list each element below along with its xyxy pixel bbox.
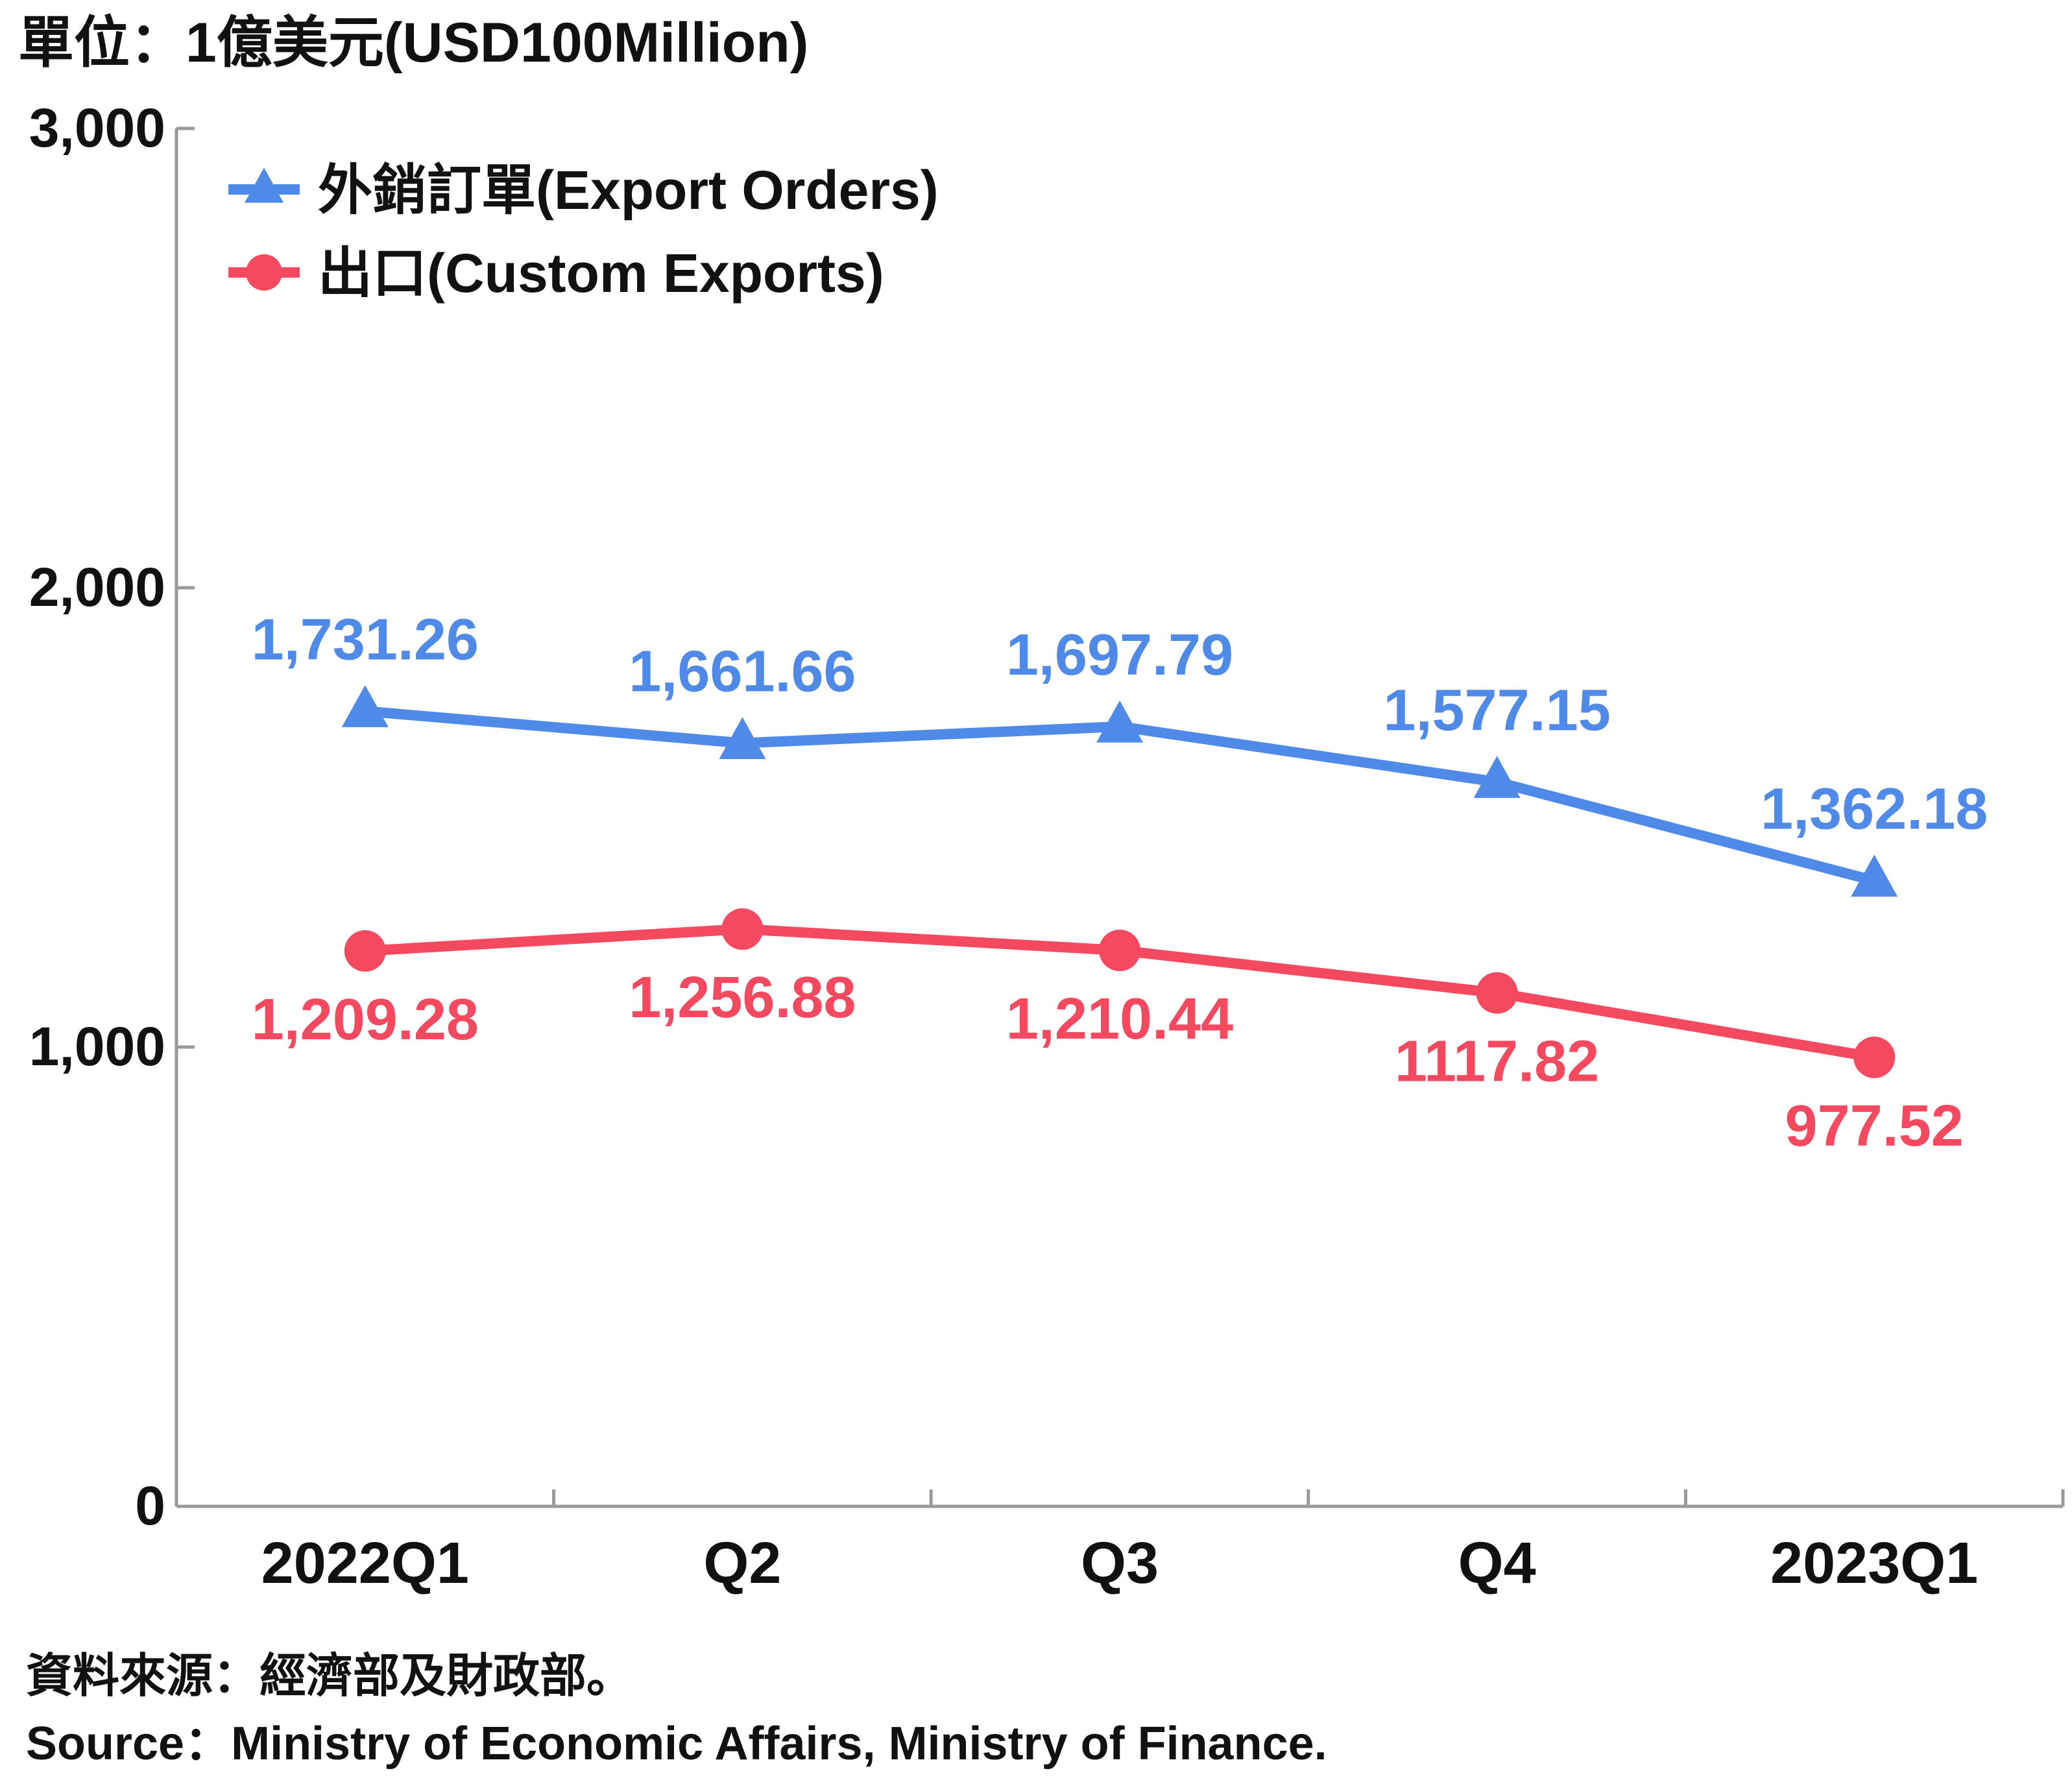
x-tick-label: Q4 (1458, 1531, 1536, 1596)
data-point-triangle (719, 717, 766, 760)
data-label: 1,731.26 (252, 607, 479, 672)
source-en: Source：Ministry of Economic Affairs, Min… (26, 1718, 1327, 1770)
data-point-circle (1476, 972, 1518, 1014)
data-point-triangle (1851, 854, 1898, 897)
data-label: 1,362.18 (1761, 777, 1988, 842)
y-tick-label: 3,000 (29, 97, 165, 158)
x-tick-label: Q3 (1081, 1531, 1159, 1596)
data-label: 1,209.28 (252, 987, 479, 1052)
data-point-circle (721, 908, 764, 950)
data-point-circle (1853, 1036, 1896, 1078)
data-label: 1117.82 (1395, 1030, 1599, 1094)
x-tick-label: 2022Q1 (261, 1531, 469, 1596)
data-label: 1,577.15 (1383, 678, 1610, 743)
legend-triangle-icon (245, 167, 283, 203)
legend: 外銷訂單(Export Orders) 出口(Custom Exports) (228, 160, 939, 304)
series-1: 1,731.26 1,661.66 1,697.79 1,577.15 1,362.18 (252, 607, 1988, 897)
data-point-circle (1099, 930, 1140, 972)
data-label: 1,697.79 (1006, 623, 1233, 688)
data-point-triangle (1473, 756, 1521, 799)
x-tick-label: 2023Q1 (1770, 1531, 1978, 1596)
legend-label: 出口(Custom Exports) (318, 243, 884, 304)
x-tick-label: Q2 (703, 1531, 781, 1596)
y-tick-label: 2,000 (29, 557, 165, 618)
data-point-circle (344, 930, 386, 972)
legend-circle-icon (246, 254, 282, 291)
x-axis-ticks: 2022Q1 Q2 Q3 Q4 2023Q1 (261, 1489, 2065, 1596)
y-tick-label: 1,000 (29, 1016, 165, 1077)
data-point-triangle (1096, 700, 1143, 743)
series-layer: 1,731.26 1,661.66 1,697.79 1,577.15 1,362.18… (252, 607, 1988, 1159)
legend-label: 外銷訂單(Export Orders) (318, 160, 939, 221)
legend-item-2: 出口(Custom Exports) (228, 243, 884, 304)
y-axis-ticks: 0 1,000 2,000 3,000 (29, 97, 195, 1536)
data-point-triangle (341, 685, 389, 727)
data-label: 1,256.88 (629, 965, 856, 1030)
data-label: 977.52 (1785, 1094, 1964, 1159)
legend-item-1: 外銷訂單(Export Orders) (228, 160, 939, 221)
unit-label: 單位：1億美元(USD100Million) (18, 12, 808, 74)
source-zh: 資料來源：經濟部及財政部。 (26, 1650, 633, 1702)
data-label: 1,661.66 (629, 640, 856, 705)
data-label: 1,210.44 (1006, 987, 1233, 1052)
series-2: 1,209.28 1,256.88 1,210.44 1117.82 977.52 (252, 908, 1964, 1159)
y-tick-label: 0 (135, 1475, 165, 1536)
axes (175, 128, 2063, 1508)
